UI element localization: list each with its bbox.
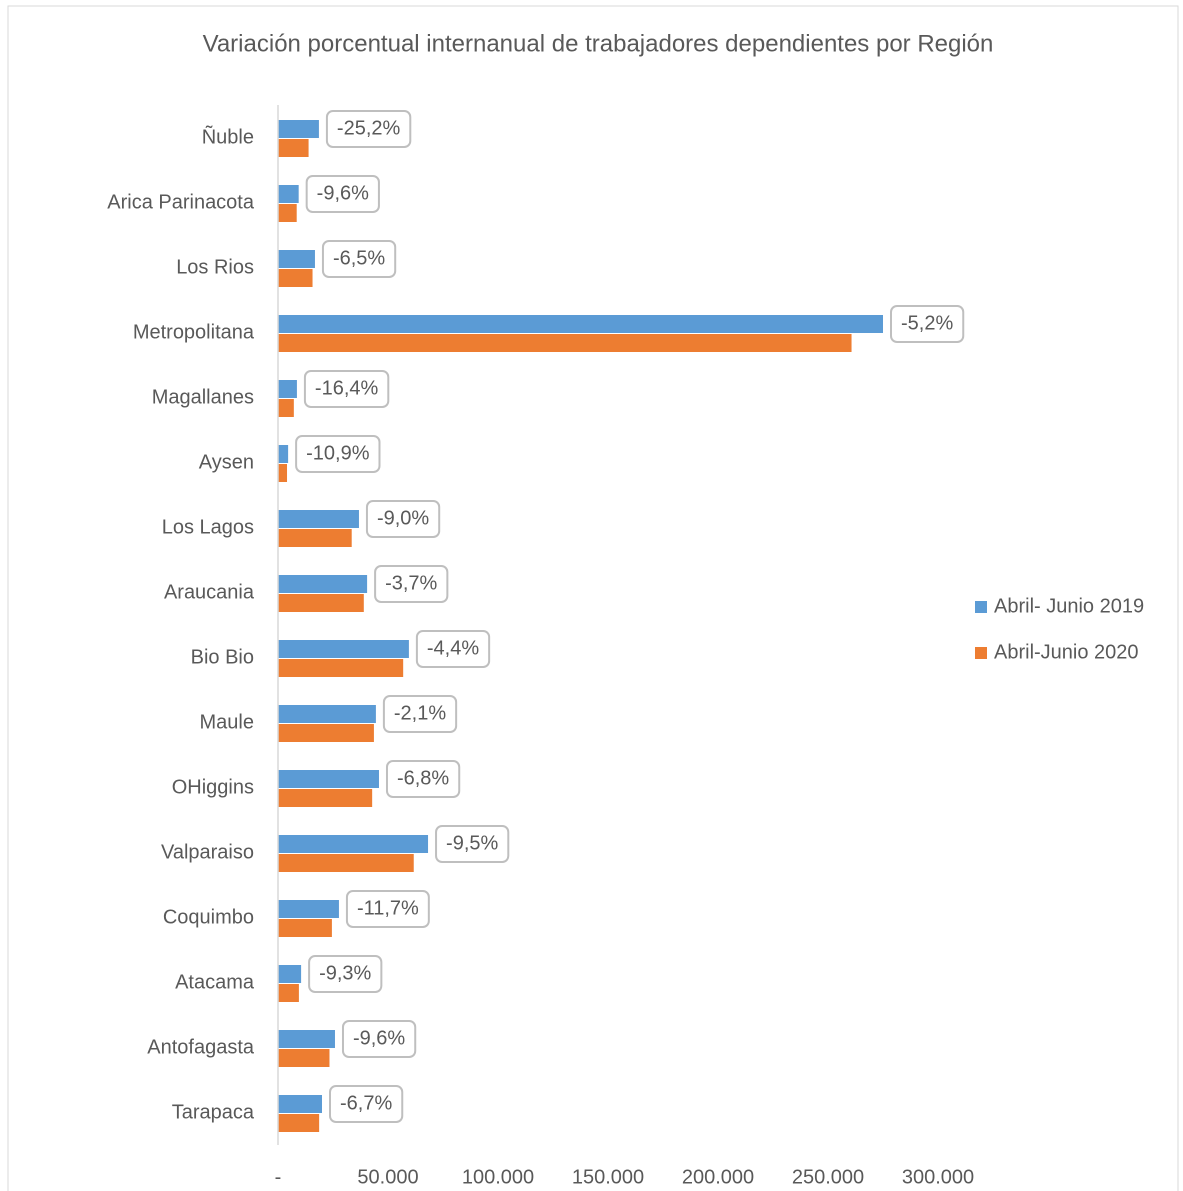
bar (278, 705, 376, 723)
bar (278, 445, 289, 463)
data-label: -4,4% (427, 637, 479, 659)
data-label-box (303, 370, 390, 408)
data-label: -2,1% (394, 702, 446, 724)
bar (278, 250, 315, 268)
y-tick-label: Metropolitana (133, 321, 255, 343)
bar (278, 789, 373, 807)
y-tick-label: Atacama (175, 971, 255, 993)
y-tick-label: Araucania (164, 581, 255, 603)
data-label-box (374, 565, 449, 603)
data-label-box (365, 500, 441, 538)
bar (278, 854, 414, 872)
bar (278, 464, 288, 482)
data-label: -9,6% (317, 182, 369, 204)
x-tick-label: 300.000 (902, 1166, 974, 1188)
bar (278, 659, 404, 677)
y-tick-label: Tarapaca (172, 1101, 255, 1123)
y-tick-label: Valparaiso (161, 841, 254, 863)
y-tick-label: Antofagasta (147, 1036, 255, 1058)
y-tick-label: Arica Parinacota (107, 191, 255, 213)
data-label: -6,8% (397, 767, 449, 789)
bar (278, 315, 883, 333)
y-tick-label: Aysen (199, 451, 254, 473)
y-tick-label: Coquimbo (163, 906, 254, 928)
y-tick-label: Los Rios (176, 256, 254, 278)
data-label: -9,0% (377, 507, 429, 529)
bar (278, 204, 297, 222)
x-tick-label: 250.000 (792, 1166, 864, 1188)
data-label-box (345, 890, 430, 928)
bar (278, 724, 374, 742)
data-label: -5,2% (901, 312, 953, 334)
data-label: -9,3% (319, 962, 371, 984)
x-tick-label: 200.000 (682, 1166, 754, 1188)
legend-label: Abril-Junio 2020 (994, 641, 1139, 663)
data-label: -9,5% (446, 832, 498, 854)
bar (278, 1114, 320, 1132)
data-label-box (329, 1085, 404, 1123)
data-label-box (890, 305, 965, 343)
chart-title: Variación porcentual internanual de trab… (203, 30, 994, 57)
data-label: -16,4% (315, 377, 379, 399)
data-label-box (385, 760, 461, 798)
bar (278, 770, 379, 788)
bar (278, 919, 332, 937)
legend-swatch (975, 601, 987, 613)
bar (278, 120, 319, 138)
data-label-box (321, 240, 397, 278)
y-tick-label: Bio Bio (191, 646, 254, 668)
bar (278, 640, 409, 658)
data-label-box (308, 955, 383, 993)
legend-swatch (975, 647, 987, 659)
data-label: -3,7% (385, 572, 437, 594)
y-tick-label: Magallanes (152, 386, 254, 408)
bar (278, 139, 309, 157)
data-label: -10,9% (306, 442, 370, 464)
data-label: -6,5% (333, 247, 385, 269)
y-tick-label: OHiggins (172, 776, 254, 798)
data-label-box (415, 630, 491, 668)
bar (278, 835, 429, 853)
x-tick-label: 150.000 (572, 1166, 644, 1188)
y-tick-label: Los Lagos (162, 516, 254, 538)
bar (278, 529, 352, 547)
bar (278, 900, 339, 918)
bar (278, 1095, 322, 1113)
data-label-box (325, 110, 412, 148)
bar (278, 399, 294, 417)
data-label-box (295, 435, 381, 473)
chart-frame (7, 5, 1179, 1191)
data-label: -6,7% (340, 1092, 392, 1114)
data-label-box (382, 695, 458, 733)
bar (278, 984, 299, 1002)
x-tick-label: 100.000 (462, 1166, 534, 1188)
x-tick-label: 50.000 (357, 1166, 418, 1188)
bar (278, 1049, 330, 1067)
data-label: -25,2% (337, 117, 401, 139)
y-tick-label: Maule (200, 711, 254, 733)
bar (278, 380, 297, 398)
data-label-box (341, 1020, 417, 1058)
bar (278, 334, 852, 352)
bar (278, 185, 299, 203)
bar (278, 510, 359, 528)
legend-label: Abril- Junio 2019 (994, 595, 1144, 617)
bar (278, 965, 302, 983)
bar (278, 1030, 335, 1048)
y-tick-label: Ñuble (202, 124, 254, 148)
data-label: -11,7% (357, 897, 419, 919)
data-label-box (435, 825, 510, 863)
bar (278, 575, 368, 593)
bar (278, 594, 364, 612)
data-label-box (305, 175, 380, 213)
x-tick-label: - (275, 1166, 282, 1188)
bar (278, 269, 313, 287)
data-label: -9,6% (353, 1027, 405, 1049)
